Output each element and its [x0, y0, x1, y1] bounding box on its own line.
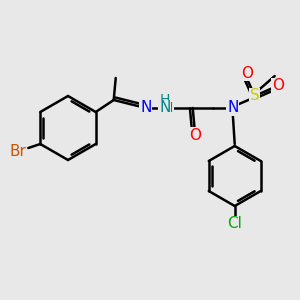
Text: S: S	[250, 88, 260, 104]
Text: O: O	[241, 65, 253, 80]
Text: O: O	[189, 128, 201, 142]
Text: Cl: Cl	[227, 217, 242, 232]
Text: N: N	[159, 100, 170, 116]
Text: H: H	[163, 101, 173, 115]
Text: H: H	[160, 93, 170, 107]
Text: N: N	[227, 100, 238, 116]
Text: O: O	[272, 79, 284, 94]
Text: Br: Br	[10, 145, 27, 160]
Text: N: N	[140, 100, 152, 116]
